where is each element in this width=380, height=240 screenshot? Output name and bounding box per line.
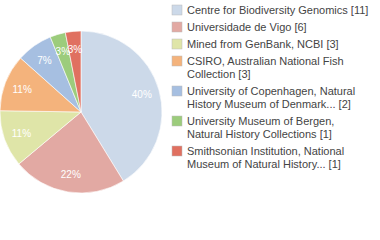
legend-label: University Museum of Bergen,Natural Hist… bbox=[187, 115, 334, 140]
legend-label: Mined from GenBank, NCBI [3] bbox=[187, 38, 339, 50]
data-label: 11% bbox=[13, 84, 32, 95]
data-label: 7% bbox=[37, 55, 52, 66]
legend-label: CSIRO, Australian National FishCollectio… bbox=[187, 55, 344, 80]
legend-swatch bbox=[172, 39, 182, 49]
pie: 40%22%11%11%7%3%3% bbox=[0, 31, 162, 193]
legend-label: Smithsonian Institution, NationalMuseum … bbox=[187, 145, 344, 170]
legend-swatch bbox=[172, 56, 182, 66]
data-label: 22% bbox=[61, 169, 81, 180]
slice bbox=[0, 111, 81, 164]
legend-swatch bbox=[172, 5, 182, 15]
legend-swatch bbox=[172, 86, 182, 96]
legend-swatch bbox=[172, 22, 182, 32]
legend-swatch bbox=[172, 146, 182, 156]
legend-label: University of Copenhagen, NaturalHistory… bbox=[187, 85, 355, 110]
data-label: 3% bbox=[68, 44, 83, 55]
legend: Centre for Biodiversity Genomics [11] Uni… bbox=[172, 4, 368, 170]
chart: 40%22%11%11%7%3%3%Centre for Biodiversit… bbox=[0, 0, 380, 240]
data-label: 40% bbox=[132, 89, 152, 100]
data-label: 11% bbox=[12, 128, 31, 139]
legend-label: Universidade de Vigo [6] bbox=[187, 21, 307, 33]
legend-swatch bbox=[172, 116, 182, 126]
legend-label: Centre for Biodiversity Genomics [11] bbox=[187, 4, 368, 16]
